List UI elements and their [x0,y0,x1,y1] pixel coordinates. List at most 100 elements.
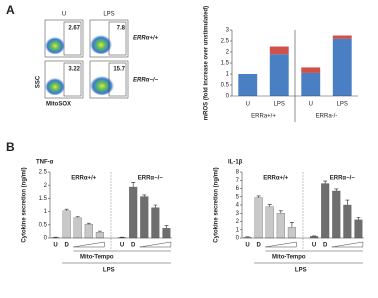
x-tick-label: D [256,243,261,249]
error-bar [323,180,328,184]
y-axis-label: mROS (fold increase over unstimulated) [204,6,210,120]
flow-plots: U LPS 2.67 7.8 3.22 15.7 ERRα+/+ ERRα−/−… [36,12,159,108]
y-tick-label: 2 [226,50,230,56]
bar [95,232,104,239]
bar [62,210,71,239]
x-tick-label: U [245,243,249,249]
bar [162,228,171,239]
panel-label: B [6,140,15,154]
y-tick-label: 8 [236,170,240,176]
y-tick-label: 1.5 [39,196,48,202]
group-label: ERRα−/− [330,176,356,182]
bar [343,204,352,239]
bar [287,227,296,239]
x-tick-label: D [64,243,69,249]
y-tick-label: 1 [44,209,48,215]
x-tick-label: U [53,243,57,249]
y-tick-label: 1 [226,72,230,78]
y-axis-label: Cytokine secretion (ng/ml) [22,167,28,242]
y-tick-label: 1.5 [221,61,230,67]
density-cloud [90,75,114,95]
error-bar [64,208,69,211]
bar [321,183,330,239]
bar [73,217,82,239]
y-tick-label: 5 [236,194,240,200]
bar [354,219,363,239]
error-bar [97,230,102,233]
row-label: ERRα+/+ [133,36,159,42]
x-tick-label: D [323,243,328,249]
bar-segment [269,54,289,96]
x-tick-label: LPS [337,102,348,108]
y-tick-label: 2 [44,183,48,189]
y-tick-label: 2.5 [221,39,230,45]
bar [151,207,160,239]
error-bar [334,188,339,191]
gate [108,21,127,56]
gate-percentage: 3.22 [68,67,80,73]
x-axis-label: MitoSOX [46,102,71,108]
bar-segment [301,67,321,73]
error-bar [153,204,158,208]
error-bar [131,181,136,188]
bar [265,206,274,239]
bar-segment [332,38,352,96]
error-bar [142,194,147,197]
y-tick-label: 4 [236,203,240,209]
bar-segment [332,35,352,39]
bar [254,197,263,239]
error-bar [345,199,350,205]
column-label: U [62,12,66,18]
bar [332,190,341,239]
group-label: ERRα+/+ [71,176,97,182]
row-label: ERRα−/− [133,78,159,84]
y-tick-label: 0 [44,236,48,242]
y-tick-label: 7 [236,178,240,184]
bar-segment [269,46,289,55]
y-tick-label: 2 [236,219,240,225]
dose-triangle [331,241,364,248]
bar-segment [301,72,321,96]
error-bar [278,210,283,214]
y-tick-label: 3 [226,28,230,34]
y-tick-label: 1 [236,227,240,233]
error-bar [267,204,272,207]
dose-triangle [265,241,297,248]
error-bar [256,195,261,198]
y-tick-label: 3 [236,211,240,217]
error-bar [289,222,294,228]
gate [63,21,82,56]
group-label: ERRα+/+ [263,176,289,182]
x-tick-label: U [246,102,250,108]
bar [129,186,138,239]
gate [63,62,82,97]
error-bar [75,216,80,218]
stimulus-label: LPS [103,268,115,274]
treatment-label: Mito-Tempo [80,255,114,261]
error-bar [86,222,91,225]
bar [276,213,285,239]
error-bar [356,217,361,220]
gate-percentage: 15.7 [113,67,125,73]
y-tick-label: 0.5 [39,222,48,228]
density-cloud [90,34,112,54]
density-cloud [45,36,65,54]
error-bar [164,225,169,229]
panel-label: A [6,3,15,17]
x-tick-label: U [309,102,313,108]
stimulus-label: LPS [295,268,307,274]
group-label: ERRα−/− [138,176,164,182]
y-tick-label: 2.5 [39,170,48,176]
x-tick-label: LPS [274,102,285,108]
y-tick-label: 0 [226,94,230,100]
treatment-label: Mito-Tempo [272,255,306,261]
y-tick-label: 0 [236,236,240,242]
dose-triangle [139,241,172,248]
x-tick-label: D [131,243,136,249]
gate [108,62,127,97]
chart-title: TNF-α [36,160,54,166]
bar-segment [238,74,258,96]
y-axis-label: Cytokine secretion (ng/ml) [214,167,220,242]
gate-percentage: 7.8 [117,26,126,32]
dose-triangle [73,241,105,248]
